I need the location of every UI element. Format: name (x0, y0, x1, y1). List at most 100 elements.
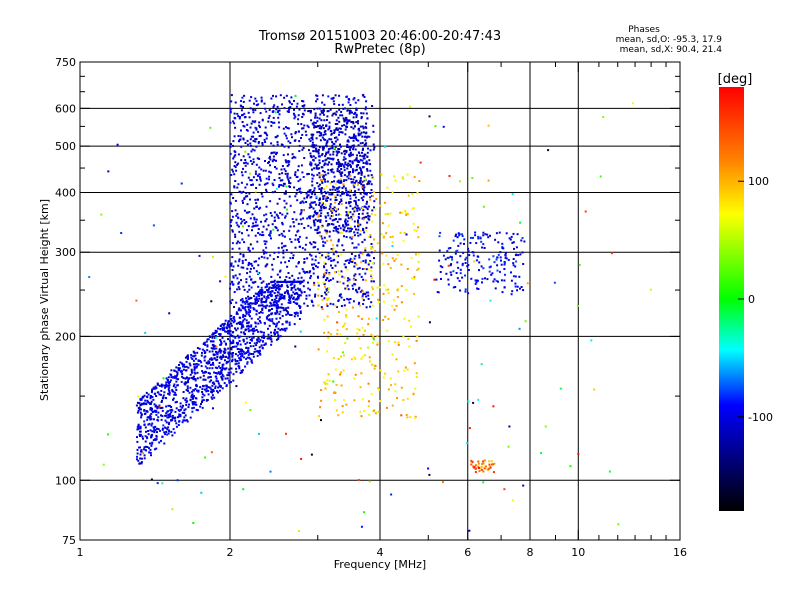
data-point (231, 331, 234, 334)
data-point (496, 269, 499, 272)
data-point (260, 336, 263, 339)
data-point (139, 398, 142, 401)
data-point (347, 146, 350, 149)
data-point (255, 270, 258, 273)
data-point (236, 360, 239, 362)
data-point (299, 288, 302, 291)
data-point (282, 252, 285, 255)
data-point (269, 254, 272, 257)
data-point (369, 169, 372, 172)
data-point (277, 116, 280, 119)
data-point (521, 251, 524, 254)
data-point (329, 203, 332, 206)
data-point (182, 365, 184, 368)
data-point (378, 286, 381, 289)
data-point (452, 239, 455, 242)
data-point (488, 464, 491, 467)
data-point (260, 344, 263, 347)
data-point (293, 284, 296, 287)
data-point (313, 126, 316, 129)
data-point (149, 415, 152, 418)
data-point (333, 391, 336, 394)
y-axis-label: Stationary phase Virtual Height [km] (38, 199, 51, 401)
data-point (315, 197, 318, 200)
data-point (194, 357, 197, 360)
data-point (269, 336, 272, 339)
data-point (324, 180, 327, 183)
data-point (364, 139, 367, 142)
data-point (314, 121, 317, 124)
data-point (362, 131, 365, 134)
data-point (370, 266, 373, 269)
data-point (291, 283, 294, 286)
data-point (504, 273, 506, 276)
data-point (338, 127, 341, 130)
data-point (229, 282, 232, 285)
data-point (326, 277, 329, 280)
data-point (312, 150, 315, 153)
data-point (362, 303, 365, 305)
data-point (171, 417, 174, 419)
data-point (285, 208, 288, 211)
data-point (265, 218, 268, 221)
data-point (482, 205, 485, 208)
data-point (488, 463, 491, 466)
y-tick-label: 100 (55, 474, 76, 487)
data-point (221, 336, 224, 339)
x-tick-label: 2 (227, 546, 234, 559)
data-point (152, 410, 155, 413)
data-point (228, 353, 231, 356)
data-point (258, 135, 261, 138)
data-point (364, 249, 367, 252)
data-point (200, 354, 203, 357)
data-point (272, 106, 275, 108)
data-point (152, 398, 155, 401)
data-point (246, 325, 248, 328)
data-point (297, 165, 300, 168)
data-point (389, 377, 392, 380)
data-point (247, 308, 250, 311)
data-point (278, 109, 281, 112)
data-point (193, 403, 196, 406)
data-point (271, 223, 274, 226)
data-point (351, 242, 354, 245)
data-point (287, 312, 289, 315)
data-point (158, 384, 161, 387)
data-point (321, 124, 324, 127)
data-point (367, 297, 370, 300)
data-point (325, 230, 328, 233)
data-point (325, 185, 328, 188)
data-point (262, 280, 265, 283)
data-point (478, 470, 481, 473)
data-point (212, 333, 215, 336)
data-point (243, 222, 246, 225)
data-point (490, 460, 493, 463)
data-point (310, 206, 313, 208)
data-point (351, 136, 354, 139)
data-point (153, 403, 156, 406)
data-point (340, 296, 343, 299)
data-point (250, 359, 253, 362)
data-point (401, 176, 404, 179)
data-point (152, 386, 155, 389)
data-point (346, 287, 348, 290)
data-point (367, 317, 370, 320)
data-point (168, 390, 171, 393)
data-point (299, 294, 302, 297)
data-point (297, 295, 300, 298)
data-point (143, 424, 146, 426)
data-point (300, 276, 303, 279)
data-point (347, 227, 349, 230)
data-point (366, 221, 369, 224)
data-point (273, 211, 276, 214)
data-point (298, 272, 301, 275)
data-point (295, 265, 298, 268)
data-point (161, 435, 164, 438)
data-point (255, 218, 258, 221)
data-point (264, 306, 267, 309)
data-point (292, 112, 295, 115)
data-point (359, 233, 362, 236)
data-point (288, 108, 291, 111)
data-point (184, 399, 187, 401)
data-point (265, 285, 268, 288)
